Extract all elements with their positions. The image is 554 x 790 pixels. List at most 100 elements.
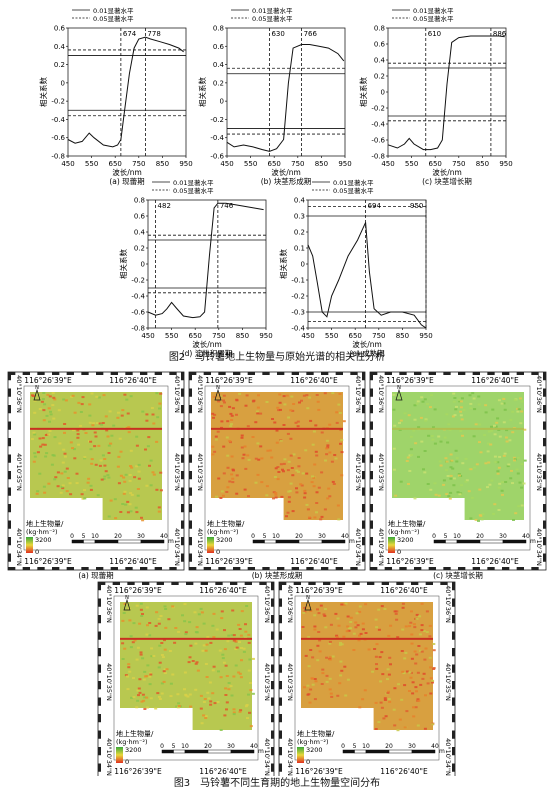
field-pixel [174, 627, 178, 629]
frame-tick [279, 648, 282, 657]
correlation-curve [387, 35, 505, 151]
field-pixel [429, 488, 433, 491]
field-pixel [193, 611, 197, 614]
field-pixel [431, 723, 435, 726]
scale-tick-label: 5 [263, 533, 267, 540]
field-pixel [56, 471, 60, 474]
field-pixel [434, 493, 438, 496]
scale-unit: m [349, 538, 355, 545]
map-panel-label: (b) 块茎形成期 [252, 570, 303, 580]
field-pixel [119, 511, 123, 513]
field-pixel [216, 701, 220, 703]
frame-tick [230, 582, 238, 585]
field-pixel [260, 457, 264, 460]
field-pixel [158, 402, 162, 405]
field-pixel [392, 708, 396, 711]
field-pixel [282, 395, 286, 398]
field-pixel [40, 400, 44, 403]
field-pixel [42, 409, 46, 412]
field-pixel [88, 421, 92, 424]
field-pixel [200, 611, 204, 614]
field-pixel [386, 678, 389, 681]
frame-tick [362, 372, 365, 381]
field-pixel [235, 492, 239, 495]
field-pixel [86, 481, 90, 484]
field-pixel [320, 431, 324, 434]
field-pixel [312, 430, 316, 433]
frame-tick [452, 747, 455, 756]
lat-label-right: 40°10'36"N [444, 585, 452, 623]
lon-label-top-1: 116°26'39"E [205, 376, 253, 385]
frame-tick [247, 567, 255, 570]
frame-tick [452, 664, 455, 673]
legend-max: 3200 [35, 536, 52, 544]
field-pixel [477, 519, 480, 522]
field-pixel [408, 470, 412, 472]
field-pixel [225, 675, 229, 677]
scale-tick-label: 20 [476, 533, 484, 540]
field-pixel [235, 474, 239, 477]
field-pixel [354, 626, 358, 629]
y-axis-label: 相关系数 [197, 77, 207, 107]
field-pixel [355, 612, 359, 615]
field-pixel [496, 470, 500, 473]
field-pixel [313, 516, 317, 519]
frame-tick [458, 372, 466, 375]
frame-tick [125, 372, 133, 375]
field-pixel [228, 480, 232, 483]
field-pixel [230, 455, 234, 458]
field-pixel [139, 651, 143, 654]
frame-tick [189, 487, 192, 496]
field-pixel [223, 629, 226, 632]
field-pixel [275, 429, 279, 432]
scale-segment [161, 749, 174, 754]
field-pixel [204, 649, 208, 652]
field-pixel [51, 392, 55, 395]
field-pixel [232, 634, 236, 637]
field-pixel [325, 453, 329, 456]
field-pixel [157, 666, 161, 669]
colorbar [297, 747, 304, 763]
field-pixel [145, 606, 149, 609]
frame-tick [452, 648, 455, 657]
field-pixel [130, 696, 134, 699]
field-pixel [306, 508, 310, 511]
frame-tick [543, 454, 546, 463]
field-pixel [211, 669, 215, 672]
scale-tick-label: 40 [341, 533, 349, 540]
field-pixel [329, 623, 333, 626]
field-pixel [382, 717, 386, 720]
field-pixel [421, 400, 425, 403]
field-pixel [278, 401, 282, 404]
x-tick-label: 650 [429, 160, 442, 168]
field-pixel [43, 443, 47, 446]
field-pixel [245, 605, 249, 607]
field-pixel [345, 630, 349, 633]
frame-tick [362, 487, 365, 496]
frame-tick [543, 438, 546, 447]
field-pixel [103, 475, 107, 478]
field-pixel [144, 675, 148, 678]
field-pixel [374, 728, 378, 730]
field-pixel [163, 639, 166, 642]
field-pixel [473, 408, 477, 411]
field-pixel [308, 396, 312, 399]
field-pixel [158, 644, 162, 647]
field-pixel [500, 489, 504, 492]
field-pixel [336, 694, 340, 697]
field-pixel [202, 622, 206, 625]
field-pixel [400, 698, 404, 701]
field-pixel [478, 488, 482, 491]
north-label: N [35, 385, 39, 391]
field-pixel [230, 634, 234, 637]
field-pixel [412, 623, 416, 626]
field-pixel [289, 454, 293, 457]
field-pixel [251, 436, 255, 438]
field-pixel [157, 695, 161, 698]
frame-tick [516, 372, 524, 375]
frame-tick [335, 372, 343, 375]
y-tick-label: 0 [141, 261, 145, 269]
frame-tick [271, 747, 274, 756]
field-pixel [240, 436, 244, 439]
